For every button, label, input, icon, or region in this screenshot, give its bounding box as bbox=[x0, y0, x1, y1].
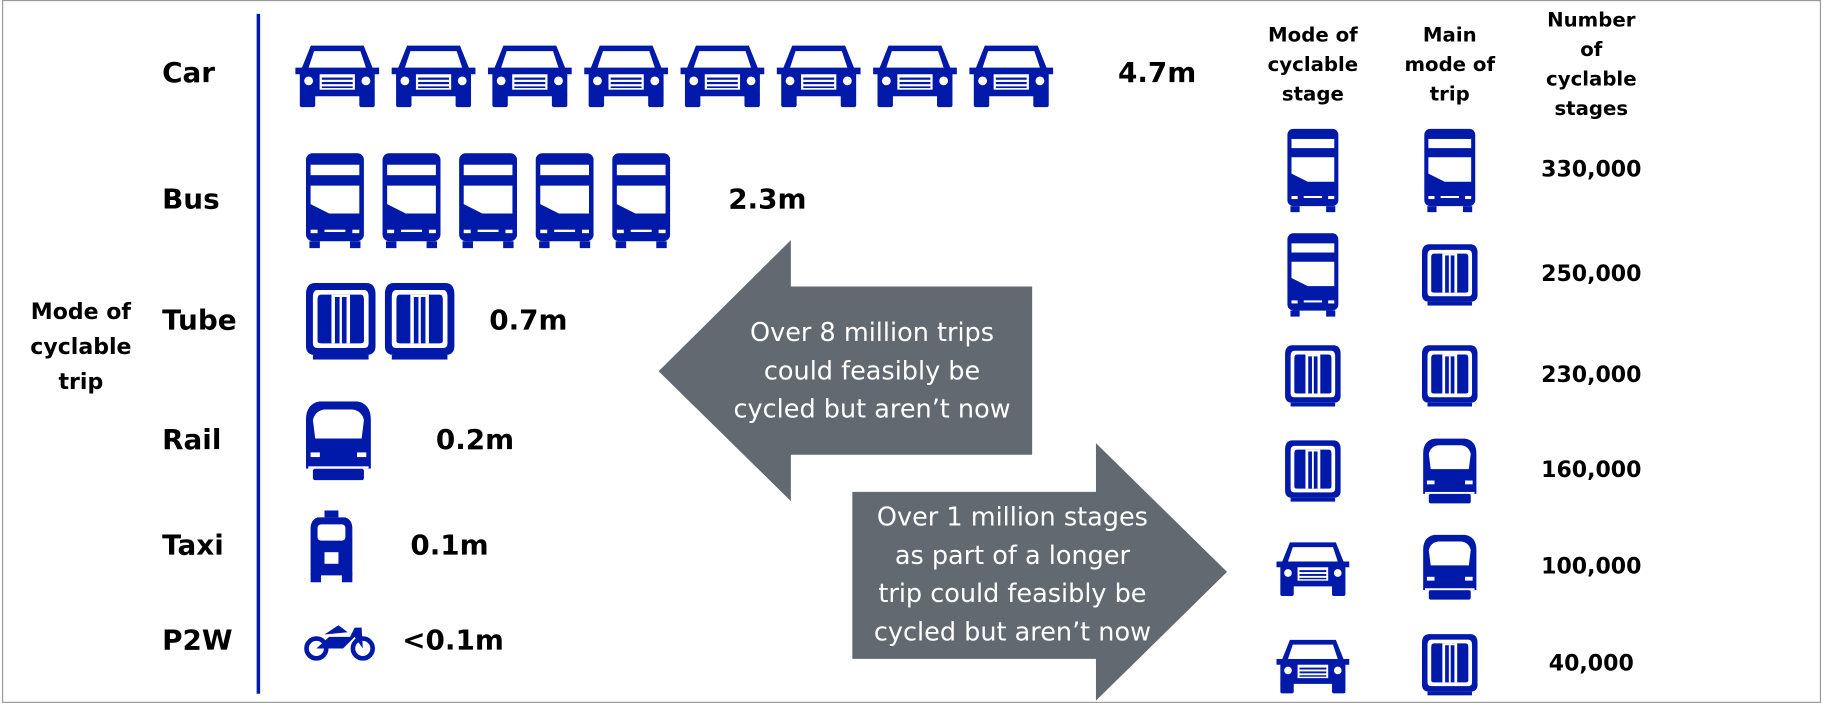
table-header: Mode of bbox=[1268, 23, 1358, 46]
row-value: 0.1m bbox=[410, 528, 488, 561]
tube-icon bbox=[384, 283, 455, 360]
axis-label: Mode of bbox=[31, 300, 132, 325]
car-icon bbox=[969, 45, 1054, 108]
tube-icon bbox=[1421, 345, 1478, 407]
row-value: 0.2m bbox=[436, 423, 514, 456]
stages-callout: Over 1 million stages bbox=[877, 503, 1148, 533]
stages-callout: trip could feasibly be bbox=[878, 579, 1146, 609]
stage-count: 330,000 bbox=[1541, 158, 1641, 183]
tube-icon bbox=[1421, 244, 1478, 306]
tube-icon bbox=[1285, 345, 1341, 407]
car-icon bbox=[873, 45, 957, 108]
stage-count: 250,000 bbox=[1541, 262, 1641, 287]
taxi-icon bbox=[310, 510, 353, 583]
row-label: Taxi bbox=[162, 528, 224, 561]
trips-callout: cycled but aren’t now bbox=[734, 395, 1011, 425]
row-label: Bus bbox=[162, 183, 220, 216]
bus-icon bbox=[382, 153, 441, 249]
stage-count: 160,000 bbox=[1541, 458, 1641, 483]
table-header: Main bbox=[1423, 23, 1477, 46]
table-header: stage bbox=[1282, 83, 1344, 106]
table-header: of bbox=[1580, 38, 1603, 61]
bus-icon bbox=[535, 153, 594, 249]
row-value: 0.7m bbox=[489, 303, 567, 336]
tube-icon bbox=[1421, 634, 1478, 696]
car-icon bbox=[1276, 639, 1350, 694]
row-value: 4.7m bbox=[1118, 56, 1196, 89]
stage-count: 100,000 bbox=[1541, 554, 1641, 579]
tube-icon bbox=[1285, 440, 1341, 502]
stages-callout: as part of a longer bbox=[895, 541, 1131, 571]
car-icon bbox=[1276, 542, 1350, 596]
bus-icon bbox=[1287, 233, 1339, 317]
rail-icon bbox=[1423, 534, 1477, 600]
bike-icon bbox=[307, 625, 373, 658]
axis-label: trip bbox=[59, 370, 104, 395]
car-icon bbox=[487, 45, 572, 108]
table-header: Number bbox=[1547, 8, 1636, 31]
stage-count: 230,000 bbox=[1541, 363, 1641, 388]
bus-icon bbox=[305, 153, 364, 249]
row-value: 2.3m bbox=[728, 183, 806, 216]
row-value: <0.1m bbox=[402, 624, 504, 657]
row-label: Tube bbox=[162, 303, 237, 336]
rail-icon bbox=[1423, 438, 1477, 504]
trips-callout: Over 8 million trips bbox=[750, 318, 994, 348]
table-header: cyclable bbox=[1546, 68, 1637, 91]
row-label: P2W bbox=[162, 624, 232, 657]
trips-callout: could feasibly be bbox=[764, 356, 980, 386]
car-icon bbox=[295, 45, 380, 108]
bus-icon bbox=[459, 153, 518, 249]
row-label: Rail bbox=[162, 423, 221, 456]
bus-icon bbox=[1424, 128, 1476, 213]
table-header: mode of bbox=[1404, 53, 1495, 76]
car-icon bbox=[584, 45, 669, 108]
table-header: cyclable bbox=[1268, 53, 1359, 76]
car-icon bbox=[391, 45, 476, 108]
trips-arrow bbox=[658, 240, 1033, 502]
rail-icon bbox=[305, 401, 371, 481]
stages-callout: cycled but aren’t now bbox=[874, 617, 1151, 647]
axis-label: cyclable bbox=[30, 335, 131, 360]
row-label: Car bbox=[162, 56, 215, 89]
table-header: trip bbox=[1430, 83, 1470, 106]
bus-icon bbox=[1287, 128, 1339, 213]
car-icon bbox=[680, 45, 765, 108]
car-icon bbox=[776, 45, 861, 108]
table-header: stages bbox=[1554, 97, 1628, 120]
bus-icon bbox=[612, 153, 671, 249]
stage-count: 40,000 bbox=[1549, 652, 1634, 677]
stages-arrow bbox=[852, 443, 1228, 701]
tube-icon bbox=[305, 283, 376, 360]
